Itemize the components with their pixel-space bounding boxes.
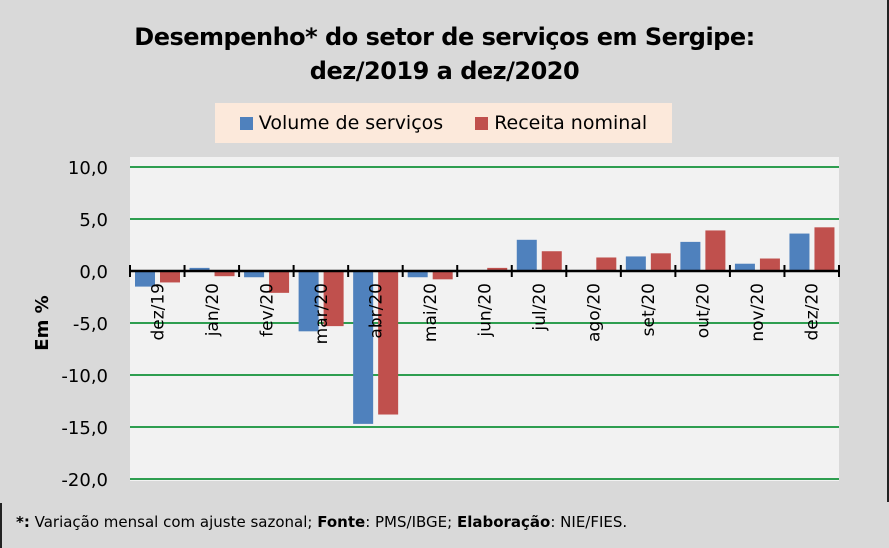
y-tick-label: -15,0 [61,418,108,439]
bar-receita [596,257,617,271]
bar-volume [680,241,701,271]
bar-receita [759,258,780,271]
x-tick-label: dez/19 [148,283,168,341]
bars [135,227,835,424]
x-tick-label: out/20 [694,283,714,338]
x-tick-label: jan/20 [203,283,223,337]
bar-receita [160,271,180,283]
legend-swatch-volume [239,116,253,130]
x-tick-label: ago/20 [585,283,605,342]
footer-asterisk: *: [16,513,30,531]
x-tick-label: jun/20 [476,283,496,338]
footer-author-text: : NIE/FIES. [550,513,628,531]
legend-label-receita: Receita nominal [494,112,648,134]
x-tick-label: jul/20 [530,283,550,332]
footer-source-text: : PMS/IBGE; [365,513,457,531]
bar-receita [323,271,344,327]
legend-item-volume: Volume de serviços [239,112,444,134]
bar-volume [135,271,155,287]
y-tick-label: 0,0 [79,262,108,283]
footer-author-label: Elaboração [456,513,551,531]
bar-receita [269,271,290,293]
footer-note-text: Variação mensal com ajuste sazonal; [29,513,318,531]
y-axis-label: Em % [32,295,53,350]
y-tick-label: -10,0 [61,366,108,387]
bar-receita [487,267,508,271]
x-axis-tick-labels: dez/19 jan/20 fev/20 mar/20 abr/20 mai/20 jun/… [148,283,822,344]
footer-source-label: Fonte [317,513,366,531]
legend: Volume de serviços Receita nominal [215,103,672,143]
footer-note: *: Variação mensal com ajuste sazonal; F… [16,513,627,531]
y-tick-label: -20,0 [61,470,108,491]
bar-volume [298,271,319,332]
legend-swatch-receita [475,116,489,130]
bar-volume [789,233,810,271]
bar-receita [650,253,671,271]
x-axis [129,265,840,277]
x-tick-label: nov/20 [748,283,768,342]
x-tick-label: mai/20 [421,283,441,342]
y-tick-label: -5,0 [73,314,108,335]
x-tick-label: abr/20 [366,283,386,339]
chart-subtitle: dez/2019 a dez/2020 [309,57,580,85]
bar-receita [378,271,399,415]
bar-receita [432,271,453,280]
frame-border-left [0,503,2,548]
bar-volume [516,239,537,271]
bar-receita [705,230,726,271]
bar-volume [625,256,646,271]
bar-volume [353,271,374,424]
bar-receita [814,227,835,271]
bar-volume [734,263,755,271]
bar-volume [244,271,265,278]
x-tick-label: dez/20 [803,283,823,341]
y-axis-tick-labels: 10,0 5,0 0,0 -5,0 -10,0 -15,0 -20,0 [61,158,108,491]
y-tick-label: 5,0 [79,210,108,231]
chart-title-line1: Desempenho* do setor de serviços em Serg… [134,23,755,51]
chart-title: Desempenho* do setor de serviços em Serg… [0,20,889,88]
gridlines [130,166,839,480]
y-tick-label: 10,0 [68,158,108,179]
legend-item-receita: Receita nominal [475,112,647,134]
bar-receita [214,271,235,277]
bar-volume [189,267,210,271]
x-tick-label: fev/20 [257,283,277,337]
x-tick-label: set/20 [639,283,659,336]
x-tick-label: mar/20 [312,283,332,344]
bar-volume [407,271,428,278]
bar-receita [541,251,562,271]
legend-label-volume: Volume de serviços [258,112,444,134]
frame-border-right [887,0,889,502]
